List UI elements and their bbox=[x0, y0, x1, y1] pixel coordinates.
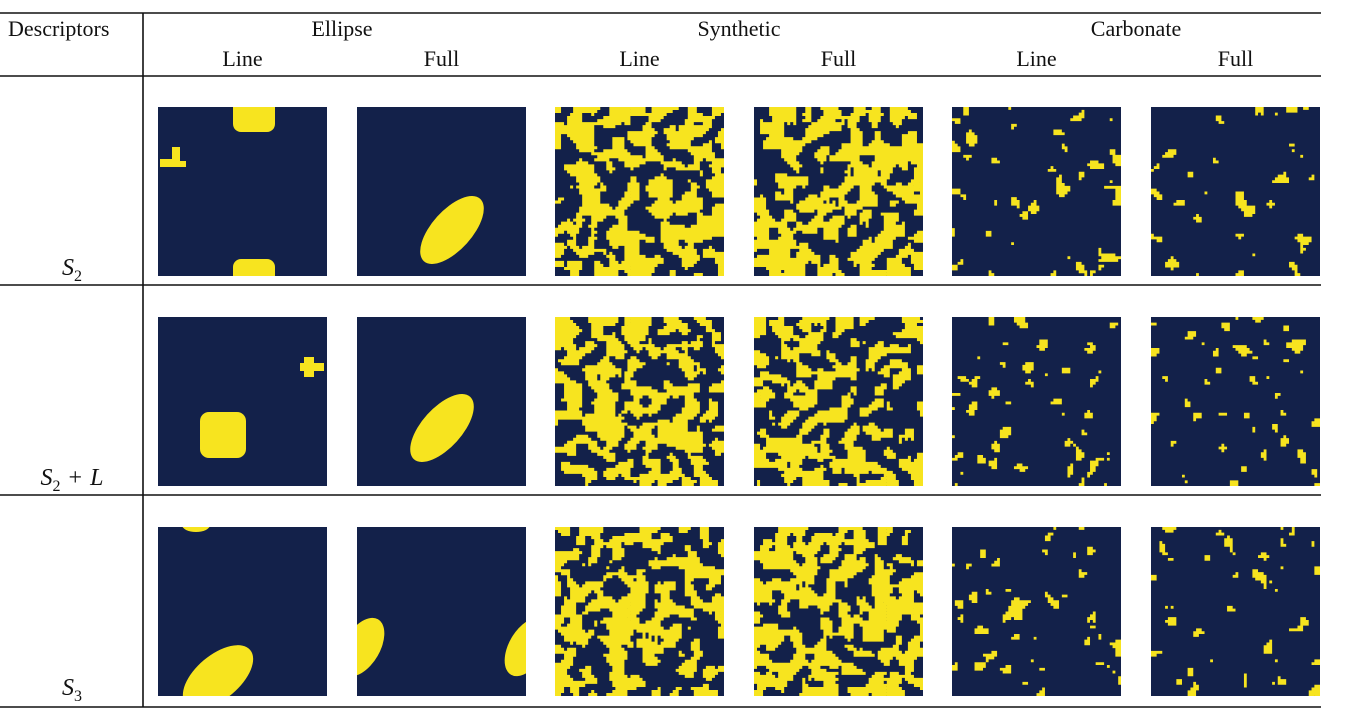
descriptor-header: Descriptors bbox=[8, 16, 109, 41]
subscript: 2 bbox=[53, 478, 61, 495]
panel-background bbox=[158, 317, 327, 486]
column-header: Line bbox=[222, 46, 262, 71]
panel-background bbox=[158, 107, 327, 276]
column-header: Full bbox=[1218, 46, 1253, 71]
column-header: Line bbox=[1016, 46, 1056, 71]
group-header: Synthetic bbox=[697, 16, 780, 41]
row-label: S2 +L bbox=[41, 465, 104, 495]
row-label: S2 bbox=[62, 255, 82, 285]
panel-background bbox=[357, 527, 526, 696]
inclusion bbox=[200, 412, 246, 458]
symbol: S bbox=[62, 255, 74, 281]
symbol: S bbox=[41, 465, 53, 491]
figure-table: Descriptors Ellipse Line Full Synthetic Line… bbox=[0, 0, 1351, 713]
inclusion bbox=[233, 97, 275, 132]
column-header: Full bbox=[821, 46, 856, 71]
row-label: S3 bbox=[62, 675, 82, 705]
symbol: S bbox=[62, 675, 74, 701]
subscript: 3 bbox=[74, 688, 82, 705]
group-header: Carbonate bbox=[1091, 16, 1181, 41]
inclusion bbox=[182, 518, 210, 532]
panel-background bbox=[952, 107, 1121, 276]
column-header: Line bbox=[619, 46, 659, 71]
column-header: Full bbox=[424, 46, 459, 71]
term: L bbox=[89, 465, 103, 491]
subscript: 2 bbox=[74, 268, 82, 285]
operator: + bbox=[69, 465, 83, 491]
group-header: Ellipse bbox=[311, 16, 372, 41]
panel-background bbox=[357, 317, 526, 486]
